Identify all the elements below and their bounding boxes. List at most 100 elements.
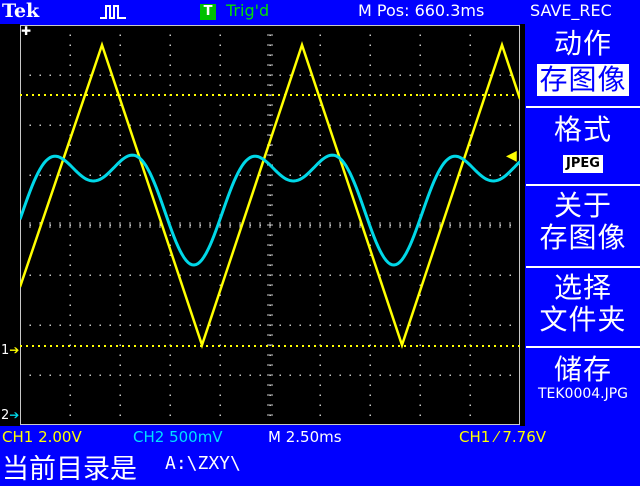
ch1-level-dot: [422, 345, 424, 347]
ch1-level-dot: [296, 345, 298, 347]
select-folder-button[interactable]: 选择 文件夹: [526, 272, 640, 336]
grid-dot: [299, 74, 301, 76]
grid-dot: [79, 374, 81, 376]
grid-dot: [319, 384, 321, 386]
ch1-level-dot: [452, 94, 454, 96]
grid-dot: [119, 294, 121, 296]
grid-dot: [489, 324, 491, 326]
grid-dot: [259, 374, 261, 376]
status-bar: CH1 2.00V CH2 500mV M 2.50ms CH1 ⁄ 7.76V: [0, 426, 640, 446]
ch1-level-dot: [500, 345, 502, 347]
right-marker-strip: [520, 24, 525, 426]
ch1-level-dot: [314, 345, 316, 347]
ch1-level-dot: [332, 94, 334, 96]
grid-dot: [219, 234, 221, 236]
ch1-level-dot: [428, 345, 430, 347]
grid-dot: [299, 174, 301, 176]
grid-dot: [369, 84, 371, 86]
grid-dot: [139, 274, 141, 276]
grid-dot: [519, 414, 521, 416]
grid-dot: [169, 324, 171, 326]
action-option-button[interactable]: 存图像: [526, 64, 640, 96]
ch1-level-dot: [488, 345, 490, 347]
grid-dot: [239, 74, 241, 76]
grid-dot: [139, 424, 141, 426]
grid-dot: [379, 124, 381, 126]
grid-dot: [399, 124, 401, 126]
about-line1: 关于: [553, 189, 612, 222]
grid-dot: [459, 24, 461, 26]
grid-dot: [319, 154, 321, 156]
grid-dot: [329, 424, 331, 426]
format-option-button[interactable]: JPEG: [526, 152, 640, 173]
ch1-level-dot: [224, 94, 226, 96]
grid-dot: [99, 174, 101, 176]
ch1-level-dot: [206, 345, 208, 347]
grid-dot: [239, 124, 241, 126]
grid-dot: [69, 154, 71, 156]
ch1-level-dot: [512, 345, 514, 347]
grid-dot: [359, 74, 361, 76]
grid-dot: [39, 24, 41, 26]
grid-dot: [319, 194, 321, 196]
ch1-level-dot: [62, 94, 64, 96]
grid-dot: [519, 154, 521, 156]
grid-dot: [169, 314, 171, 316]
grid-dot: [69, 374, 71, 376]
grid-dot: [19, 184, 21, 186]
waveform-graticule: [18, 24, 522, 426]
grid-dot: [89, 324, 91, 326]
grid-dot: [449, 174, 451, 176]
grid-dot: [119, 274, 121, 276]
grid-dot: [369, 94, 371, 96]
grid-dot: [169, 394, 171, 396]
grid-dot: [369, 24, 371, 26]
grid-dot: [389, 24, 391, 26]
grid-dot: [119, 194, 121, 196]
timebase: M 2.50ms: [268, 428, 342, 446]
grid-dot: [369, 404, 371, 406]
grid-dot: [319, 64, 321, 66]
grid-dot: [199, 174, 201, 176]
ch1-level-dot: [494, 345, 496, 347]
grid-dot: [389, 124, 391, 126]
grid-dot: [469, 374, 471, 376]
ch1-level-dot: [410, 345, 412, 347]
grid-dot: [209, 374, 211, 376]
grid-dot: [169, 364, 171, 366]
grid-dot: [69, 424, 71, 426]
save-button[interactable]: 储存 TEK0004.JPG: [526, 354, 640, 403]
grid-dot: [49, 124, 51, 126]
grid-dot: [369, 64, 371, 66]
grid-dot: [169, 204, 171, 206]
grid-dot: [119, 234, 121, 236]
grid-dot: [169, 74, 171, 76]
grid-dot: [189, 274, 191, 276]
grid-dot: [369, 374, 371, 376]
grid-dot: [419, 44, 421, 46]
grid-dot: [469, 184, 471, 186]
grid-dot: [469, 334, 471, 336]
grid-dot: [19, 84, 21, 86]
grid-dot: [19, 314, 21, 316]
grid-dot: [89, 174, 91, 176]
grid-dot: [449, 324, 451, 326]
grid-dot: [369, 144, 371, 146]
grid-dot: [419, 264, 421, 266]
ch1-level-dot: [344, 94, 346, 96]
about-save-image-button[interactable]: 关于 存图像: [526, 190, 640, 254]
grid-dot: [249, 274, 251, 276]
grid-dot: [219, 124, 221, 126]
grid-dot: [369, 204, 371, 206]
menu-title: SAVE_REC: [530, 1, 612, 20]
grid-dot: [399, 324, 401, 326]
grid-dot: [519, 324, 521, 326]
grid-dot: [109, 74, 111, 76]
grid-dot: [259, 424, 261, 426]
ch1-level-dot: [272, 345, 274, 347]
grid-dot: [329, 374, 331, 376]
ch1-level-dot: [506, 345, 508, 347]
grid-dot: [269, 424, 271, 426]
ch1-level-dot: [350, 345, 352, 347]
grid-dot: [519, 164, 521, 166]
